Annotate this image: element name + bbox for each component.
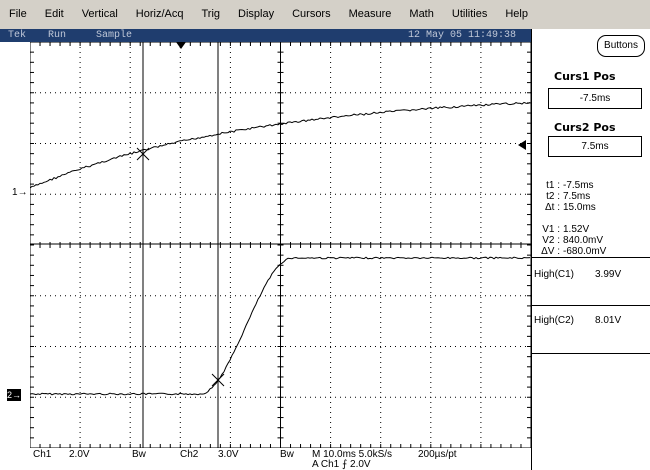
menu-vertical[interactable]: Vertical <box>81 8 118 20</box>
ch2-ground-marker-icon: 2→ <box>7 389 22 401</box>
cursor1-cross-marker <box>136 147 150 161</box>
bottom-readout-bar: Ch1 2.0V Bw Ch2 3.0V Bw M 10.0ms 5.0kS/s… <box>0 448 531 470</box>
acquisition-mode: Sample <box>96 30 133 41</box>
timebase-readout: M 10.0ms 5.0kS/s <box>312 449 393 460</box>
graticule <box>30 42 531 448</box>
ch2-trace <box>30 256 531 396</box>
measurement2-bottom-rule <box>532 353 650 354</box>
menu-file[interactable]: File <box>9 8 27 20</box>
menu-help[interactable]: Help <box>505 8 528 20</box>
ch2-scale: 3.0V <box>218 449 239 460</box>
ch1-label: Ch1 <box>33 449 52 460</box>
curs1-position-field[interactable]: -7.5ms <box>548 88 642 109</box>
status-bar: Tek Run Sample 12 May 05 11:49:38 <box>0 29 531 42</box>
cursor-voltage-readout: V1 :1.52V V2 :840.0mV ΔV : -680.0mV <box>541 224 607 257</box>
trigger-position-marker-icon <box>176 42 186 49</box>
run-state: Run <box>48 30 67 41</box>
side-panel: Buttons Curs1 Pos -7.5ms Curs2 Pos 7.5ms… <box>531 29 650 470</box>
measurement2-label: High(C2) <box>534 315 575 326</box>
curs2-title: Curs2 Pos <box>554 121 616 134</box>
menu-utilities[interactable]: Utilities <box>451 8 488 20</box>
trigger-level-arrow-icon <box>518 140 526 150</box>
menu-bar: File Edit Vertical Horiz/Acq Trig Displa… <box>0 0 650 30</box>
curs1-title: Curs1 Pos <box>554 70 616 83</box>
measurement2-value: 8.01V <box>595 315 622 326</box>
menu-edit[interactable]: Edit <box>44 8 64 20</box>
measurement1-top-rule <box>532 257 650 258</box>
menu-math[interactable]: Math <box>409 8 434 20</box>
ch1-bandwidth-limit: Bw <box>132 449 146 460</box>
measurement1-label: High(C1) <box>534 269 575 280</box>
cursor2-cross-marker <box>211 373 225 387</box>
menu-trig[interactable]: Trig <box>201 8 221 20</box>
cursor-time-readout: t1 : -7.5ms t2 :7.5ms Δt :15.0ms <box>544 180 596 213</box>
curs2-position-field[interactable]: 7.5ms <box>548 136 642 157</box>
menu-display[interactable]: Display <box>238 8 275 20</box>
sample-interval: 200µs/pt <box>418 449 457 460</box>
measurement2-top-rule <box>532 305 650 306</box>
ch2-bandwidth-limit: Bw <box>280 449 294 460</box>
menu-cursors[interactable]: Cursors <box>292 8 331 20</box>
ch1-scale: 2.0V <box>69 449 90 460</box>
buttons-button[interactable]: Buttons <box>597 35 645 57</box>
ch2-label: Ch2 <box>180 449 199 460</box>
waveform-display <box>30 42 531 448</box>
ch1-trace <box>30 101 531 189</box>
trigger-readout: A Ch1 ⨍ 2.0V <box>312 459 371 470</box>
menu-horiz-acq[interactable]: Horiz/Acq <box>135 8 184 20</box>
datetime: 12 May 05 11:49:38 <box>408 30 517 41</box>
brand-label: Tek <box>8 30 27 41</box>
menu-measure[interactable]: Measure <box>348 8 392 20</box>
ch1-ground-marker-icon: 1→ <box>12 187 28 198</box>
measurement1-value: 3.99V <box>595 269 622 280</box>
